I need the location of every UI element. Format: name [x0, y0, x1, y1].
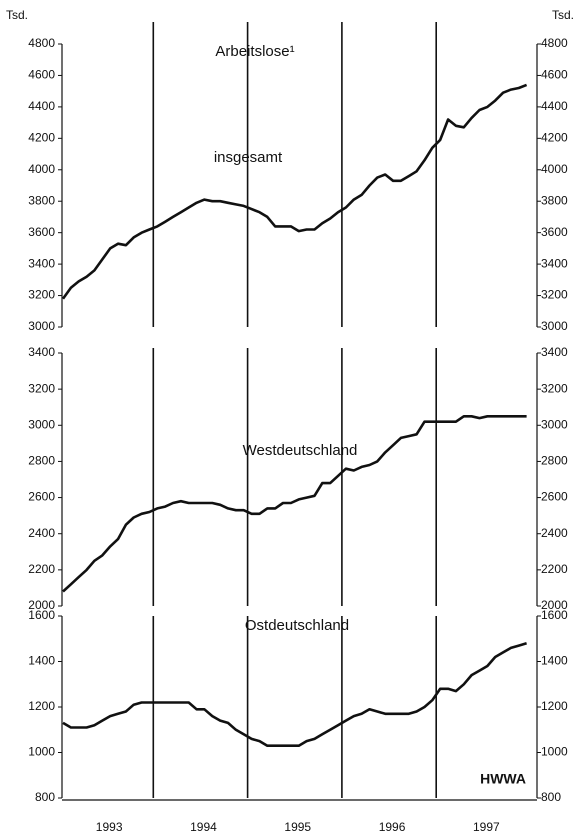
y-tick-label: 2600 — [28, 490, 55, 504]
y-tick-label: 2000 — [28, 598, 55, 612]
y-tick-label-right: 1400 — [541, 654, 568, 668]
y-tick-label: 3400 — [28, 256, 55, 270]
y-tick-label-right: 2200 — [541, 562, 568, 576]
y-axis-label-right: Tsd. — [552, 8, 574, 22]
data-line — [62, 415, 527, 593]
y-tick-label-right: 4600 — [541, 68, 568, 82]
y-tick-label-right: 4200 — [541, 131, 568, 145]
y-tick-label: 1200 — [28, 699, 55, 713]
y-tick-label-right: 2400 — [541, 526, 568, 540]
y-tick-label: 4600 — [28, 68, 55, 82]
y-tick-label: 4200 — [28, 131, 55, 145]
x-tick-label: 1993 — [96, 820, 123, 834]
y-tick-label: 4800 — [28, 36, 55, 50]
y-tick-label: 3800 — [28, 193, 55, 207]
panel-subtitle: insgesamt — [214, 149, 283, 166]
y-tick-label: 3400 — [28, 345, 55, 359]
y-tick-label: 2800 — [28, 454, 55, 468]
y-tick-label-right: 4400 — [541, 99, 568, 113]
y-tick-label-right: 3200 — [541, 381, 568, 395]
y-tick-label: 4400 — [28, 99, 55, 113]
data-line — [62, 642, 527, 747]
y-tick-label-right: 2000 — [541, 598, 568, 612]
data-line — [61, 83, 528, 300]
panel-title: Westdeutschland — [243, 442, 358, 459]
x-tick-label: 1996 — [379, 820, 406, 834]
y-tick-label: 3000 — [28, 417, 55, 431]
y-tick-label-right: 3800 — [541, 193, 568, 207]
y-tick-label: 2400 — [28, 526, 55, 540]
y-tick-label-right: 3400 — [541, 256, 568, 270]
y-tick-label: 3200 — [28, 288, 55, 302]
y-tick-label-right: 3000 — [541, 319, 568, 333]
y-tick-label: 3200 — [28, 381, 55, 395]
y-tick-label-right: 800 — [541, 790, 561, 804]
y-tick-label-right: 1600 — [541, 608, 568, 622]
y-tick-label: 800 — [35, 790, 55, 804]
y-tick-label-right: 3200 — [541, 288, 568, 302]
x-tick-label: 1995 — [284, 820, 311, 834]
y-tick-label: 1000 — [28, 745, 55, 759]
panel-title: Ostdeutschland — [245, 617, 349, 634]
panel-title: Arbeitslose¹ — [215, 43, 294, 60]
y-tick-label: 2200 — [28, 562, 55, 576]
y-tick-label-right: 1000 — [541, 745, 568, 759]
y-tick-label-right: 2800 — [541, 454, 568, 468]
x-tick-label: 1994 — [190, 820, 217, 834]
y-tick-label-right: 1200 — [541, 699, 568, 713]
x-tick-label: 1997 — [473, 820, 500, 834]
y-tick-label-right: 3000 — [541, 417, 568, 431]
y-axis-label: Tsd. — [6, 8, 28, 22]
y-tick-label-right: 4800 — [541, 36, 568, 50]
y-tick-label: 4000 — [28, 162, 55, 176]
y-tick-label-right: 3600 — [541, 225, 568, 239]
y-tick-label-right: 3400 — [541, 345, 568, 359]
y-tick-label-right: 2600 — [541, 490, 568, 504]
y-tick-label: 1400 — [28, 654, 55, 668]
y-tick-label-right: 4000 — [541, 162, 568, 176]
y-tick-label: 3600 — [28, 225, 55, 239]
source-label: HWWA — [480, 771, 526, 787]
y-tick-label: 3000 — [28, 319, 55, 333]
y-tick-label: 1600 — [28, 608, 55, 622]
